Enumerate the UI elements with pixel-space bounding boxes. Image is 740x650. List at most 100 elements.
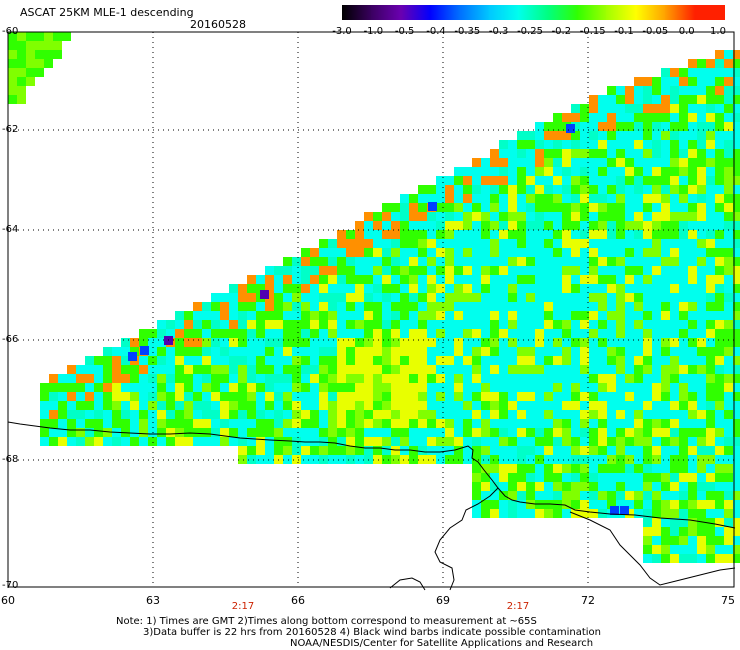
wind-cell bbox=[76, 437, 85, 446]
wind-cell bbox=[652, 365, 661, 374]
wind-cell bbox=[184, 428, 193, 437]
wind-cell bbox=[454, 401, 463, 410]
wind-cell bbox=[688, 419, 697, 428]
wind-cell bbox=[607, 212, 616, 221]
wind-cell bbox=[679, 410, 688, 419]
wind-cell bbox=[724, 491, 733, 500]
wind-cell bbox=[553, 338, 562, 347]
wind-cell bbox=[589, 176, 598, 185]
wind-cell bbox=[688, 293, 697, 302]
wind-cell bbox=[679, 77, 688, 86]
wind-cell bbox=[445, 221, 454, 230]
wind-cell bbox=[625, 410, 634, 419]
wind-cell bbox=[508, 329, 517, 338]
wind-cell bbox=[715, 518, 724, 527]
wind-cell bbox=[53, 41, 62, 50]
wind-cell bbox=[490, 356, 499, 365]
wind-cell bbox=[463, 284, 472, 293]
wind-cell bbox=[715, 536, 724, 545]
wind-cell bbox=[625, 446, 634, 455]
wind-cell bbox=[481, 446, 490, 455]
wind-cell bbox=[598, 500, 607, 509]
wind-cell bbox=[499, 320, 508, 329]
wind-cell bbox=[535, 212, 544, 221]
wind-cell bbox=[688, 302, 697, 311]
wind-cell bbox=[463, 446, 472, 455]
wind-cell bbox=[211, 347, 220, 356]
wind-cell bbox=[526, 509, 535, 518]
wind-cell bbox=[607, 284, 616, 293]
wind-cell bbox=[562, 500, 571, 509]
wind-cell bbox=[301, 302, 310, 311]
wind-cell bbox=[535, 176, 544, 185]
wind-cell bbox=[670, 203, 679, 212]
wind-cell bbox=[688, 383, 697, 392]
wind-cell bbox=[238, 293, 247, 302]
wind-cell bbox=[472, 212, 481, 221]
wind-cell bbox=[400, 302, 409, 311]
wind-cell bbox=[301, 383, 310, 392]
wind-cell bbox=[679, 554, 688, 563]
wind-cell bbox=[643, 500, 652, 509]
wind-cell bbox=[418, 185, 427, 194]
wind-cell bbox=[553, 113, 562, 122]
wind-cell bbox=[364, 356, 373, 365]
wind-cell bbox=[499, 482, 508, 491]
wind-cell bbox=[697, 257, 706, 266]
wind-cell bbox=[616, 419, 625, 428]
wind-cell bbox=[193, 329, 202, 338]
wind-cell bbox=[643, 230, 652, 239]
wind-cell bbox=[643, 302, 652, 311]
wind-cell bbox=[247, 374, 256, 383]
wind-cell bbox=[598, 491, 607, 500]
wind-cell bbox=[679, 167, 688, 176]
wind-cell bbox=[562, 257, 571, 266]
wind-cell bbox=[553, 167, 562, 176]
wind-cell bbox=[481, 239, 490, 248]
wind-cell bbox=[589, 410, 598, 419]
wind-cell bbox=[598, 95, 607, 104]
wind-cell bbox=[364, 266, 373, 275]
wind-cell bbox=[211, 410, 220, 419]
wind-cell bbox=[652, 185, 661, 194]
wind-cell bbox=[391, 266, 400, 275]
wind-cell bbox=[445, 239, 454, 248]
wind-cell bbox=[508, 356, 517, 365]
wind-cell bbox=[292, 266, 301, 275]
wind-cell bbox=[634, 347, 643, 356]
wind-cell bbox=[229, 383, 238, 392]
wind-cell bbox=[463, 203, 472, 212]
wind-cell bbox=[373, 392, 382, 401]
wind-cell bbox=[319, 446, 328, 455]
wind-cell bbox=[265, 437, 274, 446]
wind-cell bbox=[400, 392, 409, 401]
wind-cell bbox=[274, 284, 283, 293]
wind-cell bbox=[661, 302, 670, 311]
wind-cell bbox=[391, 437, 400, 446]
wind-cell bbox=[472, 410, 481, 419]
wind-cell bbox=[679, 302, 688, 311]
wind-cell bbox=[310, 374, 319, 383]
wind-cell bbox=[697, 185, 706, 194]
wind-cell bbox=[526, 275, 535, 284]
wind-cell bbox=[697, 176, 706, 185]
wind-cell bbox=[220, 311, 229, 320]
wind-cell bbox=[724, 257, 733, 266]
wind-cell bbox=[535, 149, 544, 158]
wind-cell bbox=[616, 284, 625, 293]
wind-cell bbox=[508, 248, 517, 257]
wind-cell bbox=[157, 392, 166, 401]
wind-cell bbox=[535, 311, 544, 320]
wind-cell bbox=[481, 284, 490, 293]
wind-cell bbox=[724, 500, 733, 509]
wind-cell bbox=[382, 356, 391, 365]
wind-cell bbox=[499, 338, 508, 347]
wind-cell bbox=[562, 392, 571, 401]
wind-cell bbox=[103, 347, 112, 356]
wind-cell bbox=[616, 95, 625, 104]
wind-cell bbox=[436, 257, 445, 266]
wind-cell bbox=[130, 365, 139, 374]
wind-cell bbox=[679, 536, 688, 545]
wind-cell bbox=[733, 221, 740, 230]
wind-cell bbox=[535, 320, 544, 329]
